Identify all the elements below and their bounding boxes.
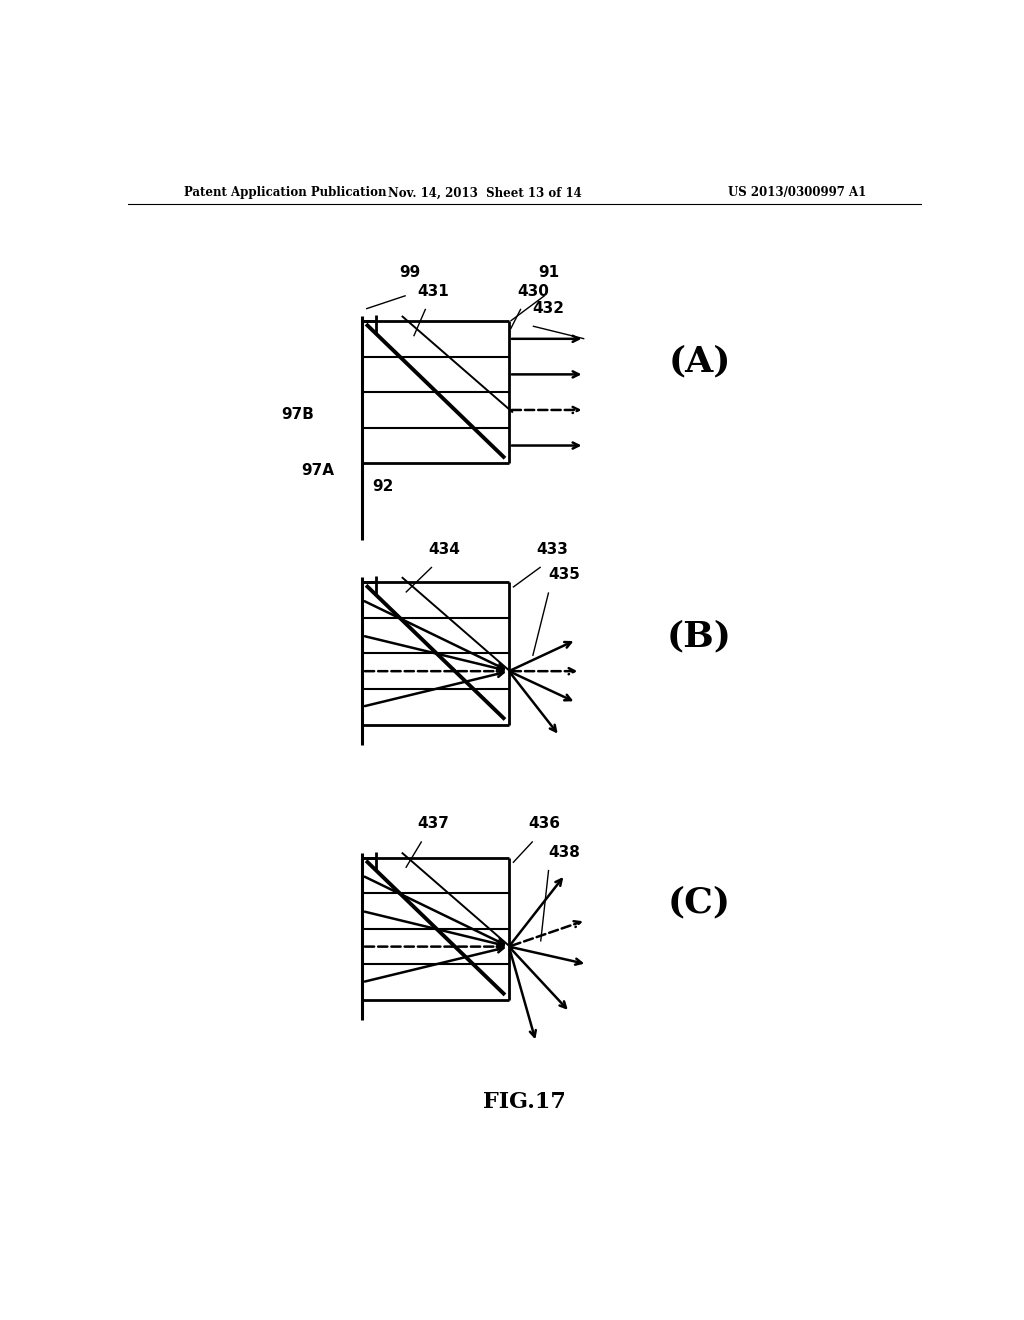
Text: 437: 437 [418,816,450,832]
Text: (C): (C) [668,886,731,920]
Text: 430: 430 [517,284,549,298]
Text: 433: 433 [537,541,568,557]
Text: (A): (A) [668,345,731,379]
Text: 436: 436 [528,816,561,832]
Text: 438: 438 [549,845,581,859]
Text: 92: 92 [373,479,394,494]
Text: 434: 434 [428,541,460,557]
Text: US 2013/0300997 A1: US 2013/0300997 A1 [728,186,866,199]
Text: 91: 91 [538,265,559,280]
Text: 97A: 97A [301,463,334,478]
Text: Patent Application Publication: Patent Application Publication [183,186,386,199]
Text: 99: 99 [399,265,421,280]
Text: FIG.17: FIG.17 [483,1090,566,1113]
Text: (B): (B) [667,619,732,653]
Text: 97B: 97B [282,407,314,422]
Text: 432: 432 [532,301,565,315]
Text: Nov. 14, 2013  Sheet 13 of 14: Nov. 14, 2013 Sheet 13 of 14 [388,186,582,199]
Text: 435: 435 [549,568,581,582]
Text: 431: 431 [418,284,450,298]
